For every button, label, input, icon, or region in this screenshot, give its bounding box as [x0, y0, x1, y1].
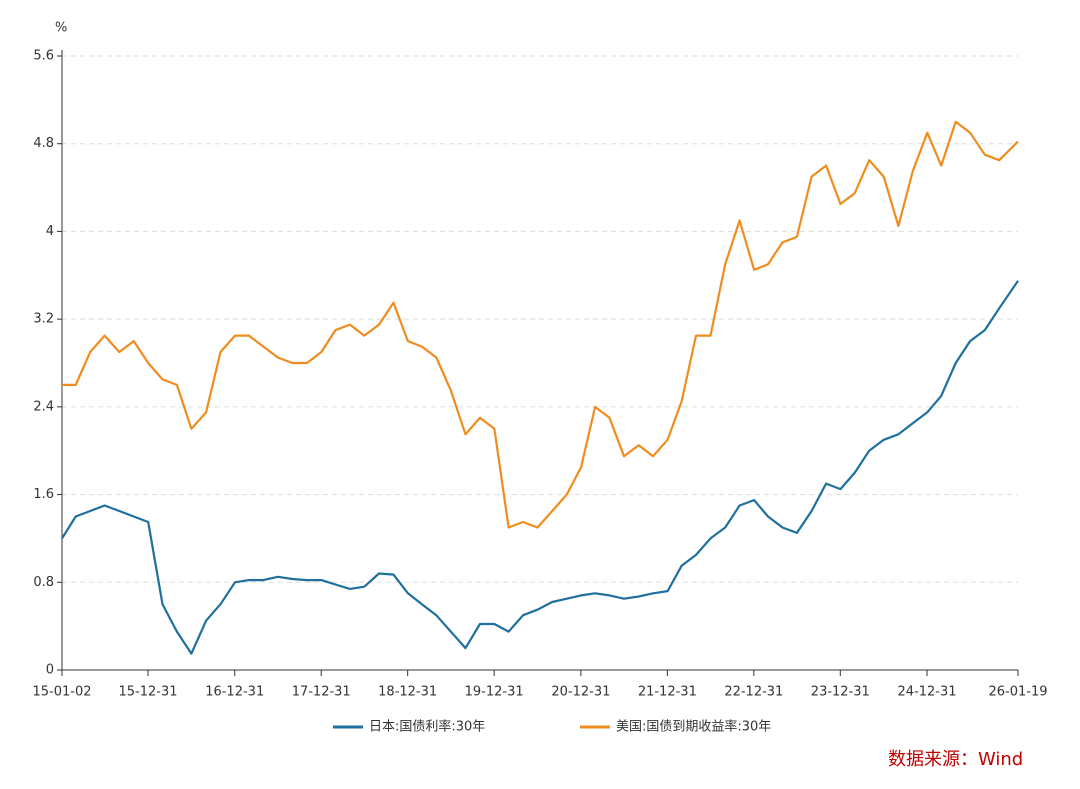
- x-tick-label: 15-12-31: [118, 685, 177, 700]
- x-tick-label: 15-01-02: [32, 685, 91, 700]
- y-tick-label: 3.2: [33, 312, 54, 327]
- legend-label: 日本:国债利率:30年: [369, 719, 485, 735]
- line-series: [61, 280, 1019, 655]
- x-tick-label: 21-12-31: [638, 685, 697, 700]
- y-tick-label: 5.6: [33, 49, 54, 64]
- y-unit: %: [55, 21, 67, 36]
- x-tick-label: 23-12-31: [811, 685, 870, 700]
- x-tick-label: 22-12-31: [724, 685, 783, 700]
- legend-label: 美国:国债到期收益率:30年: [616, 719, 771, 735]
- x-tick-label: 17-12-31: [292, 685, 351, 700]
- y-tick-label: 0.8: [33, 575, 54, 590]
- x-tick-label: 16-12-31: [205, 685, 264, 700]
- x-tick-label: 26-01-19: [988, 685, 1047, 700]
- y-tick-label: 1.6: [33, 487, 54, 502]
- x-tick-label: 19-12-31: [465, 685, 524, 700]
- y-tick-label: 2.4: [33, 399, 54, 414]
- x-tick-label: 18-12-31: [378, 685, 437, 700]
- y-tick-label: 4: [46, 224, 54, 239]
- line-series: [62, 120, 1019, 529]
- y-tick-label: 0: [46, 663, 54, 678]
- x-tick-label: 20-12-31: [551, 685, 610, 700]
- x-tick-label: 24-12-31: [898, 685, 957, 700]
- source-note: 数据来源：Wind: [888, 749, 1023, 770]
- y-tick-label: 4.8: [33, 136, 54, 151]
